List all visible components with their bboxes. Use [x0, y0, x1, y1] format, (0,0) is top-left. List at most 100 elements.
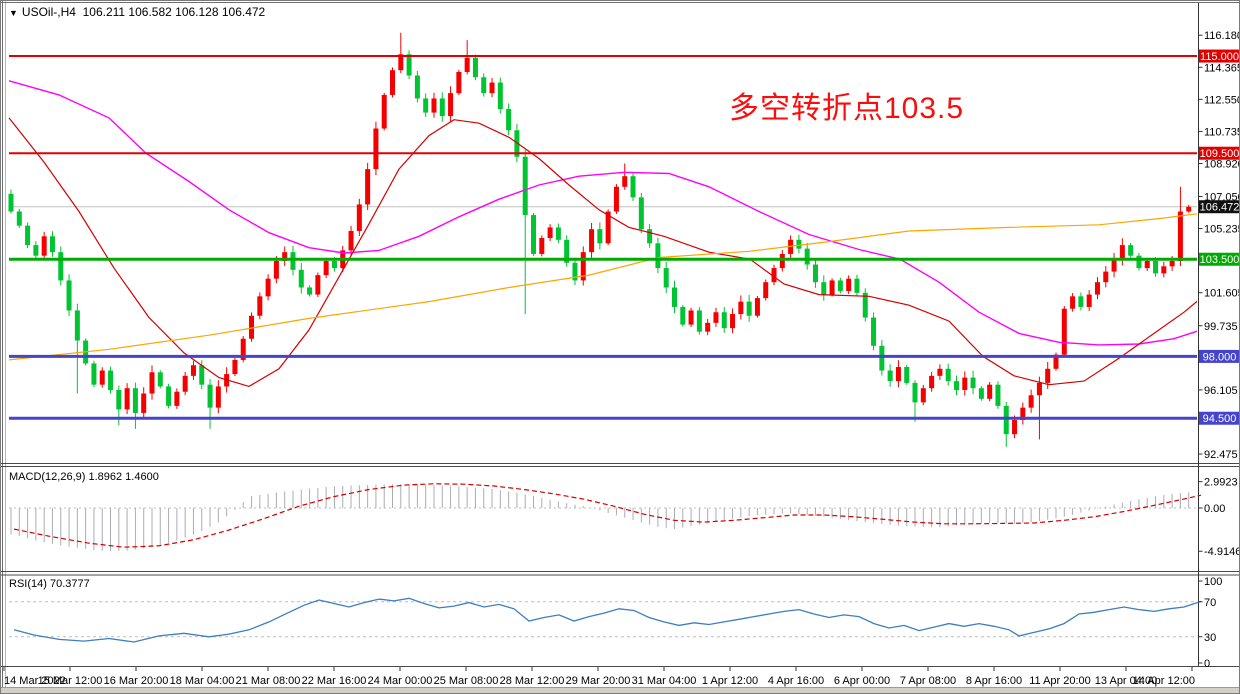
ma-orange-long — [8, 213, 1197, 361]
candle — [1177, 211, 1183, 261]
candle — [25, 225, 31, 246]
candle — [58, 252, 64, 281]
x-axis-label: 7 Apr 08:00 — [900, 675, 956, 687]
symbol-period-label: USOil-,H4 — [21, 5, 76, 19]
candle — [414, 75, 420, 99]
candle — [1045, 368, 1051, 383]
candle — [174, 391, 180, 406]
rsi-line — [13, 597, 1202, 643]
candle — [331, 261, 337, 269]
candle — [754, 298, 760, 316]
x-axis-label: 11 Apr 20:00 — [1029, 675, 1091, 687]
svg-text:106.472: 106.472 — [1200, 202, 1240, 214]
candle — [381, 94, 387, 129]
candle — [315, 275, 321, 295]
y-axis-label: 92.475 — [1204, 449, 1238, 461]
candlestick-series — [8, 32, 1192, 447]
x-axis-label: 8 Apr 16:00 — [966, 675, 1022, 687]
candle — [149, 372, 155, 394]
candle — [879, 345, 885, 371]
candle — [1103, 271, 1109, 283]
candle — [249, 315, 255, 339]
candle — [398, 54, 404, 71]
candle — [580, 252, 586, 281]
x-axis-label: 28 Mar 12:00 — [500, 675, 565, 687]
candle — [74, 310, 80, 341]
y-axis-label: 99.735 — [1204, 321, 1238, 333]
candle — [1169, 261, 1175, 267]
rsi-axis-labels: 100 70 30 0 — [1198, 576, 1222, 670]
candle — [945, 368, 951, 382]
axis-badge-109.500: 109.500 — [1199, 146, 1240, 160]
ma-magenta-slow — [8, 80, 1197, 346]
candle — [829, 280, 835, 295]
candle — [1078, 296, 1084, 307]
candle — [472, 57, 478, 78]
y-axis-label: 112.550 — [1204, 94, 1240, 106]
x-axis-label: 6 Apr 00:00 — [834, 675, 890, 687]
candle — [920, 388, 926, 403]
candle — [522, 156, 528, 216]
candle — [199, 365, 205, 385]
rsi-axis-label: 100 — [1204, 576, 1222, 588]
candle — [953, 381, 959, 390]
main-price-panel: 115.000 109.500 103.500 98.000 94.500 116.180… — [8, 30, 1240, 461]
candle — [613, 186, 619, 212]
candle — [763, 282, 769, 299]
candle — [116, 389, 122, 410]
candle — [821, 282, 827, 295]
candle — [207, 384, 213, 408]
candle — [190, 365, 196, 376]
candle — [771, 268, 777, 283]
rsi-axis-label: 0 — [1204, 658, 1210, 670]
x-axis-label: 14 Apr 12:00 — [1133, 675, 1195, 687]
candle — [373, 128, 379, 170]
candle — [962, 377, 968, 390]
candle — [812, 264, 818, 283]
y-axis-label: 101.605 — [1204, 288, 1240, 300]
rsi-indicator-label: RSI(14) 70.3777 — [9, 578, 90, 590]
candle — [738, 301, 744, 315]
macd-indicator-label: MACD(12,26,9) 1.8962 1.4600 — [9, 471, 159, 483]
candle — [987, 384, 993, 399]
x-axis-label: 15 Mar 12:00 — [38, 675, 103, 687]
candle — [406, 54, 412, 76]
macd-axis-label: 0.00 — [1204, 503, 1225, 515]
macd-signal-line — [13, 483, 1202, 548]
rsi-name: RSI(14) — [9, 578, 47, 590]
candle — [497, 82, 503, 110]
axis-badge-115.000: 115.000 — [1199, 49, 1239, 63]
x-axis-label: 24 Mar 00:00 — [368, 675, 433, 687]
candle — [730, 314, 736, 329]
axis-badge-98.000: 98.000 — [1199, 349, 1239, 363]
candle — [108, 370, 114, 390]
candle — [166, 386, 172, 406]
candle — [796, 239, 802, 249]
y-axis-label: 116.180 — [1204, 30, 1240, 42]
price-axis-labels: 116.180114.365112.550110.735108.920107.0… — [1198, 30, 1240, 461]
annotation-text[interactable]: 多空转折点103.5 — [729, 92, 965, 125]
candle — [531, 215, 537, 254]
candle — [298, 269, 304, 288]
x-axis-label: 21 Mar 08:00 — [236, 675, 301, 687]
candle — [647, 229, 653, 244]
symbol-dropdown-icon[interactable]: ▼ — [9, 8, 18, 18]
svg-text:109.500: 109.500 — [1200, 148, 1240, 160]
candle — [630, 176, 636, 198]
candle — [746, 301, 752, 316]
candle — [788, 239, 794, 254]
candle — [265, 278, 271, 297]
window-bottom-border — [1, 687, 1239, 693]
ma-red-fast — [8, 117, 1197, 388]
candle — [589, 229, 595, 253]
ohlc-values: 106.211 106.582 106.128 106.472 — [82, 5, 266, 19]
candle — [348, 230, 354, 251]
candle — [66, 280, 72, 311]
candle — [91, 363, 97, 385]
x-axis-label: 1 Apr 12:00 — [702, 675, 758, 687]
candle — [1012, 420, 1018, 435]
candle — [597, 229, 603, 244]
svg-text:103.500: 103.500 — [1200, 254, 1240, 266]
candle — [671, 287, 677, 307]
